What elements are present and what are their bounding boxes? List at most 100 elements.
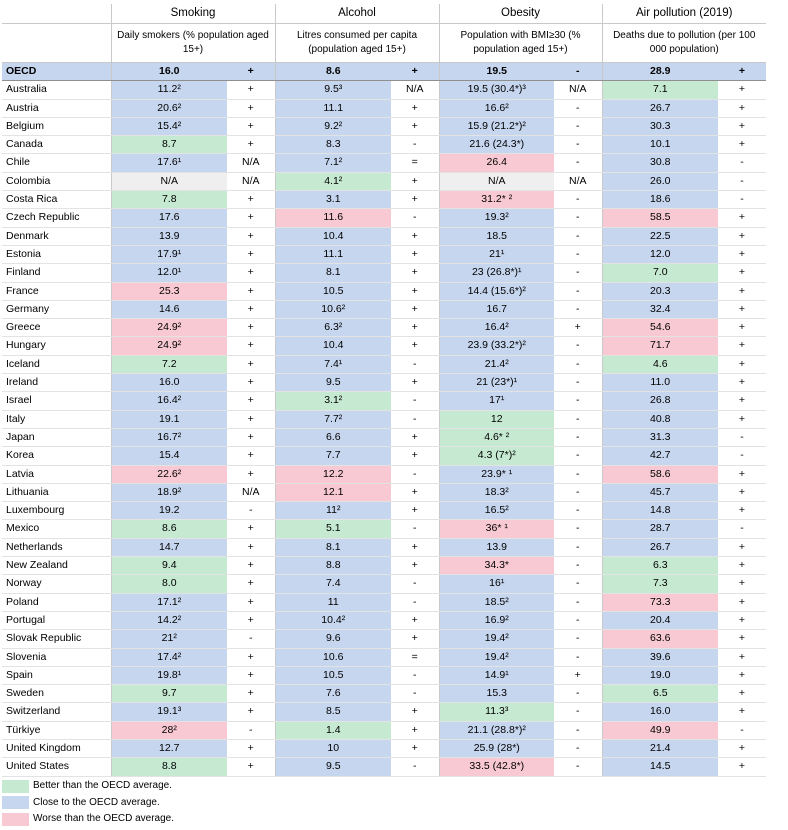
- obesity-trend: -: [554, 117, 602, 137]
- legend-item-close: Close to the OECD average.: [2, 795, 174, 811]
- oecd-health-risk-table: Smoking Alcohol Obesity Air pollution (2…: [2, 4, 766, 777]
- obesity-value: 19.4²: [438, 629, 554, 649]
- obesity-value: 12: [438, 410, 554, 429]
- obesity-value: 19.4²: [438, 648, 554, 667]
- air-pollution-value: 26.8: [601, 391, 718, 411]
- obesity-trend: -: [554, 446, 602, 466]
- country-name: Sweden: [2, 684, 111, 704]
- air-pollution-trend: +: [718, 501, 766, 521]
- alcohol-value: 9.5: [274, 757, 391, 777]
- table-row: Switzerland 19.1³ +8.5 +11.3³ -16.0 +: [2, 702, 766, 722]
- air-pollution-value: 49.9: [601, 721, 718, 740]
- air-pollution-trend: +: [718, 117, 766, 137]
- country-name: Ireland: [2, 373, 111, 393]
- country-name: Greece: [2, 318, 111, 338]
- alcohol-value: 7.6: [274, 684, 391, 704]
- air-pollution-trend: +: [718, 629, 766, 649]
- smoking-trend: +: [227, 208, 275, 228]
- table-row: Netherlands 14.7 +8.1 +13.9-26.7 +: [2, 538, 766, 558]
- obesity-value: 16.7: [438, 300, 554, 320]
- obesity-value: 21.1 (28.8*)²: [438, 721, 554, 740]
- obesity-value: 18.3²: [438, 483, 554, 503]
- obesity-value: 33.5 (42.8*): [438, 757, 554, 777]
- obesity-trend: -: [554, 428, 602, 448]
- air-pollution-trend: -: [718, 172, 766, 192]
- alcohol-value: 11.6: [274, 208, 391, 228]
- country-name: Slovak Republic: [2, 629, 111, 649]
- table-row: Slovak Republic 21² -9.6 +19.4² -63.6 +: [2, 629, 766, 649]
- alcohol-value: 8.1: [274, 538, 391, 558]
- smoking-trend: +: [227, 702, 275, 722]
- air-pollution-value: 7.0: [601, 263, 718, 283]
- alcohol-value: 8.3: [274, 135, 391, 155]
- smoking-trend: -: [227, 721, 275, 740]
- country-name: Iceland: [2, 355, 111, 375]
- smoking-value: 20.6²: [110, 99, 227, 118]
- alcohol-value: 10.6²: [274, 300, 391, 320]
- air-pollution-value: 40.8: [601, 410, 718, 429]
- obesity-trend: -: [554, 245, 602, 265]
- alcohol-trend: +: [391, 117, 439, 137]
- alcohol-trend: +: [391, 428, 439, 448]
- country-name: Norway: [2, 574, 111, 594]
- alcohol-value: 7.4: [274, 574, 391, 594]
- table-row: Costa Rica 7.8 +3.1 +31.2* ² -18.6-: [2, 190, 766, 210]
- corner-cell: [2, 4, 111, 24]
- alcohol-trend: +: [391, 538, 439, 558]
- air-pollution-value: 28.9: [601, 61, 718, 82]
- table-row: Chile 17.6¹ N/A 7.1² = 26.4-30.8-: [2, 153, 766, 173]
- country-name: Lithuania: [2, 483, 111, 503]
- smoking-trend: +: [227, 391, 275, 411]
- legend-label-close: Close to the OECD average.: [33, 796, 160, 808]
- air-pollution-trend: +: [718, 739, 766, 759]
- subheader-alcohol: Litres consumed per capita (population a…: [274, 23, 439, 63]
- air-pollution-trend: -: [718, 190, 766, 210]
- obesity-trend: -: [554, 593, 602, 612]
- smoking-value: N/A: [110, 172, 227, 192]
- smoking-trend: N/A: [227, 483, 275, 503]
- table-row: Italy 19.1 +7.7² -12-40.8 +: [2, 410, 766, 429]
- subheader-row: Daily smokers (% population aged 15+) Li…: [2, 23, 766, 63]
- alcohol-trend: +: [391, 556, 439, 576]
- alcohol-trend: N/A: [391, 80, 439, 100]
- air-pollution-trend: -: [718, 519, 766, 539]
- air-pollution-trend: +: [718, 465, 766, 484]
- smoking-trend: +: [227, 465, 275, 484]
- obesity-value: 23.9 (33.2*)²: [438, 336, 554, 356]
- obesity-value: 16.9²: [438, 611, 554, 631]
- alcohol-value: 12.2: [274, 465, 391, 484]
- smoking-trend: +: [227, 336, 275, 356]
- obesity-value: 36* ¹: [438, 519, 554, 539]
- country-name: New Zealand: [2, 556, 111, 576]
- country-name: Colombia: [2, 172, 111, 192]
- air-pollution-value: 31.3: [601, 428, 718, 448]
- table-row: Portugal 14.2² +10.4² +16.9² -20.4 +: [2, 611, 766, 631]
- legend-label-better: Better than the OECD average.: [33, 780, 172, 791]
- smoking-value: 7.2: [110, 355, 227, 375]
- smoking-value: 17.1²: [110, 593, 227, 612]
- smoking-trend: +: [227, 355, 275, 375]
- air-pollution-trend: +: [718, 757, 766, 777]
- country-name: Canada: [2, 135, 111, 155]
- country-name: Portugal: [2, 611, 111, 631]
- alcohol-value: 10.4: [274, 336, 391, 356]
- obesity-value: 18.5: [438, 227, 554, 246]
- smoking-trend: +: [227, 611, 275, 631]
- table-row: Türkiye 28² -1.4 +21.1 (28.8*)² -49.9-: [2, 721, 766, 740]
- smoking-value: 8.7: [110, 135, 227, 155]
- obesity-trend: -: [554, 684, 602, 704]
- table-row: Colombia N/A N/A 4.1² + N/A N/A 26.0-: [2, 172, 766, 192]
- alcohol-value: 3.1: [274, 190, 391, 210]
- alcohol-trend: -: [391, 519, 439, 539]
- smoking-value: 25.3: [110, 282, 227, 301]
- smoking-trend: +: [227, 446, 275, 466]
- air-pollution-value: 7.3: [601, 574, 718, 594]
- obesity-trend: -: [554, 501, 602, 521]
- smoking-value: 9.4: [110, 556, 227, 576]
- alcohol-trend: -: [391, 757, 439, 777]
- obesity-trend: -: [554, 208, 602, 228]
- smoking-value: 16.0: [110, 61, 227, 82]
- obesity-trend: -: [554, 227, 602, 246]
- alcohol-trend: +: [391, 373, 439, 393]
- air-pollution-value: 6.3: [601, 556, 718, 576]
